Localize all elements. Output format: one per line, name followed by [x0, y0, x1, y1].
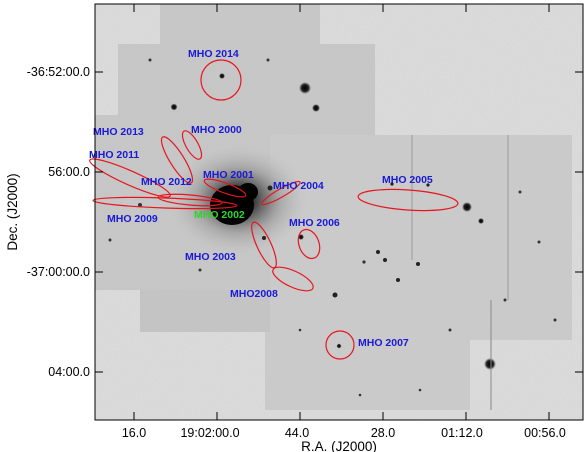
mho2011-outline — [89, 158, 171, 198]
axes-frame — [94, 3, 584, 421]
label-mho2007: MHO 2007 — [358, 337, 409, 349]
mho-outlines — [89, 59, 459, 360]
xtick-label: 28.0 — [371, 426, 395, 440]
x-axis-title: R.A. (J2000) — [301, 439, 377, 452]
image-mosaic — [95, 4, 583, 420]
xtick-label: 44.0 — [285, 426, 309, 440]
label-mho2013: MHO 2013 — [93, 126, 144, 138]
label-mho2009: MHO 2009 — [107, 213, 158, 225]
mho2001-outline — [203, 178, 247, 198]
label-mho2001: MHO 2001 — [203, 169, 254, 181]
label-mho2006: MHO 2006 — [289, 217, 340, 229]
mho2004-outline — [261, 180, 301, 206]
mho2013-outline — [160, 136, 194, 184]
ytick-label: 56:00.0 — [48, 165, 90, 179]
label-mho2002: MHO 2002 — [194, 209, 245, 221]
mho2008-outline — [272, 266, 314, 292]
label-mho2004: MHO 2004 — [273, 180, 324, 192]
xtick-label: 00:56.0 — [524, 426, 566, 440]
ytick-label: -36:52:00.0 — [27, 65, 90, 79]
ytick-label: 04:00.0 — [48, 365, 90, 379]
mho2000-outline — [181, 130, 203, 160]
mho2007-outline — [325, 330, 355, 360]
label-mho2014: MHO 2014 — [188, 48, 239, 60]
label-mho2005: MHO 2005 — [382, 174, 433, 186]
mho2014-outline — [200, 59, 242, 101]
label-mho2000: MHO 2000 — [191, 124, 242, 136]
mho2006-outline — [297, 228, 321, 260]
mho2009-outline — [92, 196, 238, 210]
label-mho2012: MHO 2012 — [141, 176, 192, 188]
label-mho2011: MHO 2011 — [89, 149, 139, 161]
ytick-label: -37:00:00.0 — [27, 265, 90, 279]
mho2005-outline — [357, 188, 459, 212]
xtick-label: 01:12.0 — [441, 426, 483, 440]
label-mho2003: MHO 2003 — [185, 251, 236, 263]
xtick-label: 16.0 — [122, 426, 146, 440]
label-mho2008: MHO2008 — [230, 288, 278, 300]
tick-marks — [95, 4, 583, 420]
y-axis-title: Dec. (J2000) — [5, 173, 20, 250]
xtick-label: 19:02:00.0 — [180, 426, 239, 440]
